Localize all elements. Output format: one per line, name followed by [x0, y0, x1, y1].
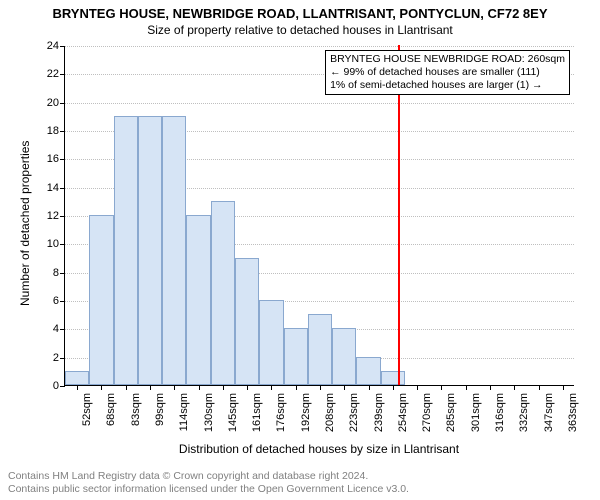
chart-title: BRYNTEG HOUSE, NEWBRIDGE ROAD, LLANTRISA…: [0, 0, 600, 21]
x-tick-label: 52sqm: [81, 393, 93, 426]
x-tick-label: 99sqm: [154, 393, 166, 426]
annotation-box: BRYNTEG HOUSE NEWBRIDGE ROAD: 260sqm ← 9…: [325, 50, 570, 95]
y-tick-label: 12: [47, 210, 59, 222]
x-tick-mark: [417, 385, 418, 390]
y-tick-label: 6: [53, 295, 59, 307]
x-tick-mark: [247, 385, 248, 390]
x-tick-mark: [441, 385, 442, 390]
x-tick-mark: [320, 385, 321, 390]
x-tick-mark: [369, 385, 370, 390]
x-tick-label: 114sqm: [178, 393, 190, 431]
y-tick-mark: [60, 103, 65, 104]
x-tick-mark: [344, 385, 345, 390]
x-tick-label: 254sqm: [397, 393, 409, 432]
y-tick-mark: [60, 216, 65, 217]
y-tick-label: 4: [53, 323, 59, 335]
y-tick-label: 2: [53, 352, 59, 364]
y-tick-label: 20: [47, 97, 59, 109]
histogram-bar: [332, 328, 356, 385]
x-tick-mark: [101, 385, 102, 390]
histogram-bar: [138, 116, 162, 385]
x-tick-mark: [563, 385, 564, 390]
x-tick-label: 130sqm: [203, 393, 215, 432]
annotation-line: 1% of semi-detached houses are larger (1…: [330, 79, 565, 92]
y-axis-label: Number of detached properties: [18, 141, 32, 306]
x-tick-label: 223sqm: [348, 393, 360, 432]
y-tick-mark: [60, 188, 65, 189]
x-tick-mark: [514, 385, 515, 390]
chart-subtitle: Size of property relative to detached ho…: [0, 21, 600, 37]
annotation-line: ← 99% of detached houses are smaller (11…: [330, 66, 565, 79]
annotation-line: BRYNTEG HOUSE NEWBRIDGE ROAD: 260sqm: [330, 53, 565, 66]
y-tick-mark: [60, 273, 65, 274]
y-tick-label: 8: [53, 267, 59, 279]
histogram-bar: [186, 215, 210, 385]
x-tick-label: 270sqm: [421, 393, 433, 432]
y-tick-mark: [60, 301, 65, 302]
y-tick-label: 10: [47, 238, 59, 250]
y-tick-mark: [60, 358, 65, 359]
y-tick-label: 0: [53, 380, 59, 392]
x-tick-label: 363sqm: [567, 393, 579, 432]
gridline-h: [65, 46, 574, 47]
x-tick-mark: [296, 385, 297, 390]
x-tick-label: 176sqm: [275, 393, 287, 432]
y-tick-mark: [60, 386, 65, 387]
y-tick-label: 22: [47, 68, 59, 80]
histogram-bar: [65, 371, 89, 385]
y-tick-mark: [60, 329, 65, 330]
x-tick-mark: [199, 385, 200, 390]
x-tick-mark: [271, 385, 272, 390]
histogram-bar: [381, 371, 405, 385]
y-tick-mark: [60, 74, 65, 75]
y-tick-mark: [60, 159, 65, 160]
x-tick-label: 208sqm: [324, 393, 336, 432]
histogram-bar: [89, 215, 113, 385]
marker-line: [398, 45, 400, 385]
footer: Contains HM Land Registry data © Crown c…: [8, 470, 409, 496]
x-tick-label: 285sqm: [445, 393, 457, 432]
x-tick-label: 316sqm: [494, 393, 506, 432]
x-tick-mark: [174, 385, 175, 390]
y-tick-mark: [60, 131, 65, 132]
x-tick-mark: [77, 385, 78, 390]
x-tick-mark: [490, 385, 491, 390]
y-tick-mark: [60, 244, 65, 245]
x-tick-label: 145sqm: [227, 393, 239, 432]
x-tick-mark: [126, 385, 127, 390]
x-tick-mark: [539, 385, 540, 390]
x-tick-label: 332sqm: [518, 393, 530, 432]
footer-line: Contains HM Land Registry data © Crown c…: [8, 470, 409, 483]
x-tick-mark: [466, 385, 467, 390]
x-tick-label: 301sqm: [470, 393, 482, 432]
x-tick-label: 68sqm: [105, 393, 117, 426]
x-tick-label: 83sqm: [130, 393, 142, 426]
y-tick-label: 18: [47, 125, 59, 137]
gridline-h: [65, 103, 574, 104]
histogram-bar: [308, 314, 332, 385]
x-tick-mark: [150, 385, 151, 390]
histogram-bar: [259, 300, 283, 385]
y-tick-label: 16: [47, 153, 59, 165]
x-axis-label: Distribution of detached houses by size …: [64, 442, 574, 456]
histogram-bar: [284, 328, 308, 385]
x-tick-label: 192sqm: [300, 393, 312, 432]
x-tick-label: 347sqm: [543, 393, 555, 432]
x-tick-label: 239sqm: [373, 393, 385, 432]
x-tick-mark: [393, 385, 394, 390]
x-tick-label: 161sqm: [251, 393, 263, 432]
y-tick-label: 24: [47, 40, 59, 52]
y-tick-mark: [60, 46, 65, 47]
histogram-bar: [356, 357, 380, 385]
histogram-bar: [235, 258, 259, 386]
histogram-bar: [114, 116, 138, 385]
plot-area: 02468101214161820222452sqm68sqm83sqm99sq…: [64, 46, 574, 386]
histogram-bar: [162, 116, 186, 385]
histogram-bar: [211, 201, 235, 385]
y-tick-label: 14: [47, 182, 59, 194]
x-tick-mark: [223, 385, 224, 390]
footer-line: Contains public sector information licen…: [8, 483, 409, 496]
